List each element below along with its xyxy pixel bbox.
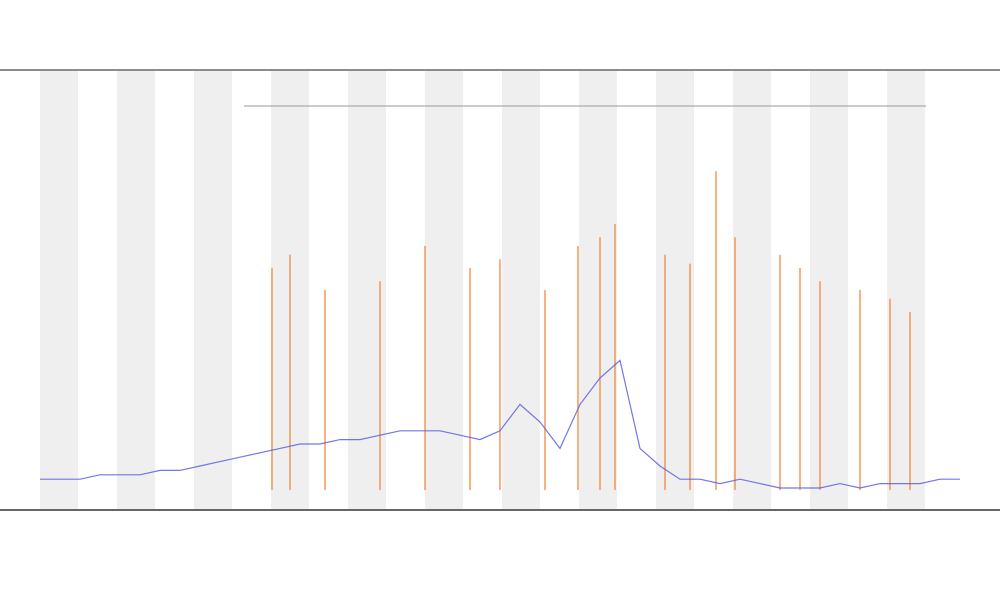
series-line [40, 359, 960, 489]
band [656, 71, 694, 509]
band [40, 71, 78, 509]
band [733, 71, 771, 509]
background-bands [40, 71, 925, 509]
band [810, 71, 848, 509]
band [502, 71, 540, 509]
band [194, 71, 232, 509]
band [887, 71, 925, 509]
band [579, 71, 617, 509]
band [425, 71, 463, 509]
band [117, 71, 155, 509]
